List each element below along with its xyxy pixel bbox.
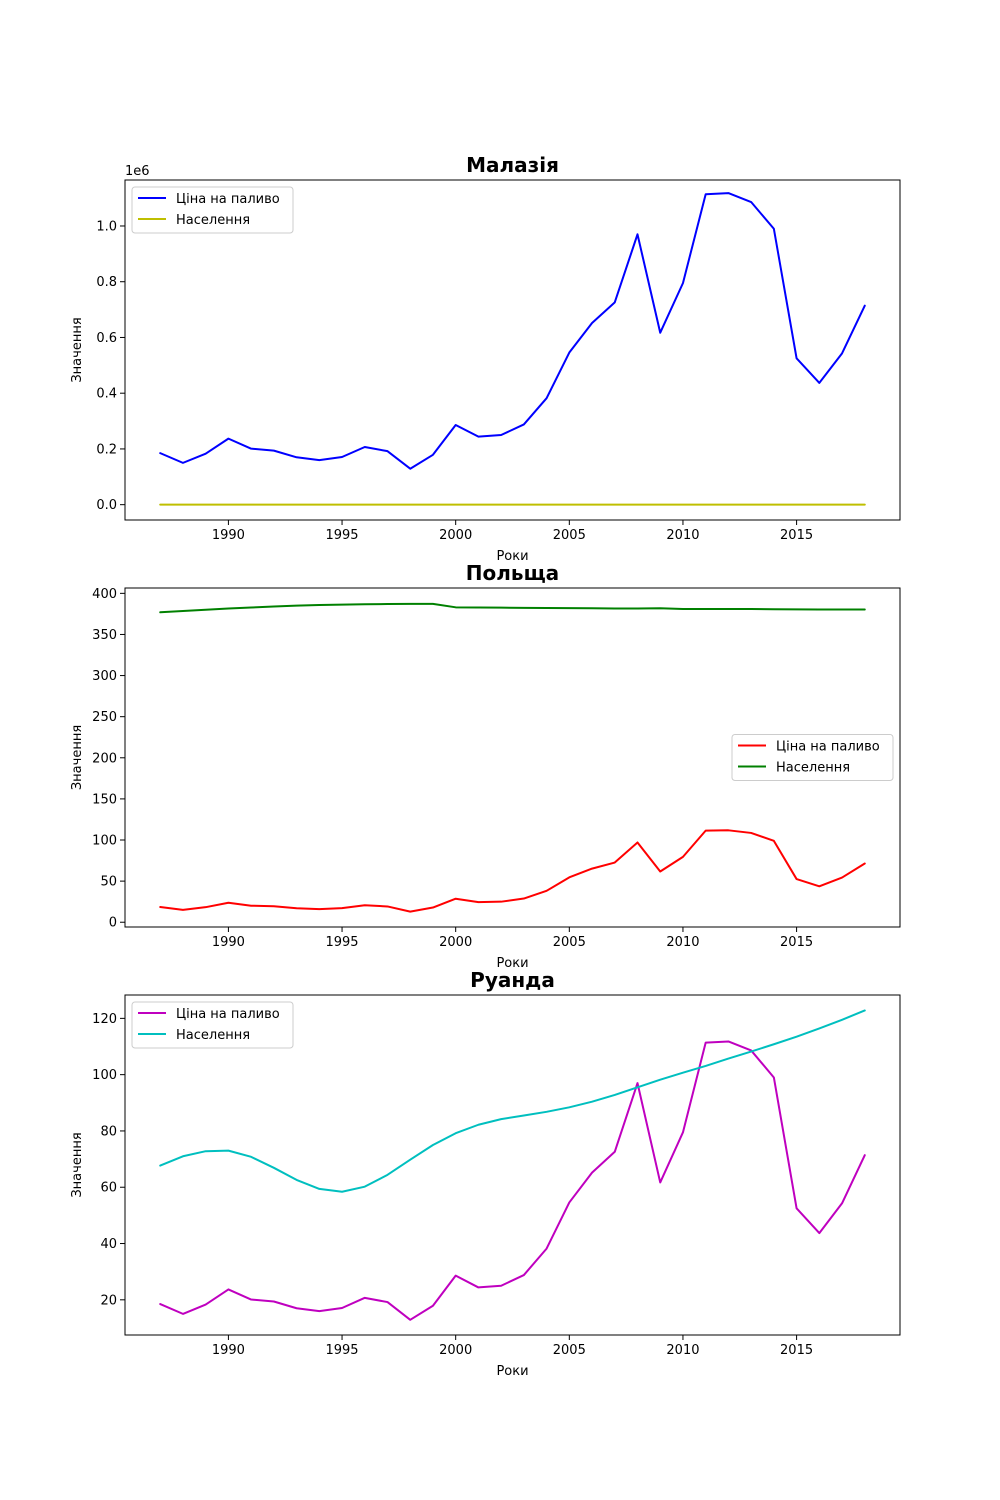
chart-2-x-tick-label-2005: 2005 (553, 935, 586, 950)
chart-2-y-tick-label-8: 350 (92, 628, 117, 643)
chart-3-y-tick-label-2: 40 (100, 1237, 117, 1252)
chart-1-x-axis-label: Роки (496, 549, 528, 564)
chart-3-x-axis-label: Роки (496, 1364, 528, 1379)
chart-3-title: Руанда (470, 968, 555, 992)
chart-1-y-tick-label-3: 0.4 (96, 387, 117, 402)
chart-1-y-tick-label-2: 0.2 (96, 442, 117, 457)
chart-2-x-tick-label-2015: 2015 (780, 935, 813, 950)
chart-2-y-tick-label-6: 250 (92, 710, 117, 725)
chart-3-x-tick-label-2005: 2005 (553, 1343, 586, 1358)
chart-1-legend-label-2: Населення (176, 213, 250, 228)
chart-2-series-line-1 (159, 829, 866, 913)
chart-2-y-tick-label-3: 100 (92, 834, 117, 849)
chart-2-x-tick-label-2000: 2000 (439, 935, 472, 950)
chart-3-x-tick-label-2015: 2015 (780, 1343, 813, 1358)
chart-2-x-axis-label: Роки (496, 956, 528, 971)
chart-2-legend-box (731, 734, 894, 781)
chart-3-y-tick-label-1: 20 (100, 1293, 117, 1308)
chart-panel-3: 1990 1995 2000 2005 2010 2015 20 40 60 80 100 120 Ру… (70, 968, 901, 1379)
chart-3-plot-frame (124, 994, 901, 1336)
chart-3-y-axis-label: Значення (70, 1132, 85, 1197)
chart-panel-1: 1990 1995 2000 2005 2010 2015 0.0 0.2 0.4 0.6 0.8 1… (70, 153, 901, 564)
chart-1-x-tick-label-1990: 1990 (212, 528, 245, 543)
chart-1-y-tick-label-5: 0.8 (96, 275, 117, 290)
chart-1-series-line-1 (159, 192, 866, 470)
chart-3-series-line-2 (159, 1009, 866, 1193)
chart-3-x-tick-label-2000: 2000 (439, 1343, 472, 1358)
chart-2-y-tick-label-9: 400 (92, 587, 117, 602)
chart-2-x-tick-label-2010: 2010 (666, 935, 699, 950)
chart-1-y-tick-label-4: 0.6 (96, 331, 117, 346)
chart-3-legend: Ціна на паливо Населення (131, 1001, 294, 1049)
chart-3-x-tick-label-2010: 2010 (666, 1343, 699, 1358)
chart-1-x-tick-label-2005: 2005 (553, 528, 586, 543)
chart-2-legend-label-2: Населення (776, 761, 850, 776)
chart-2-x-tick-label-1995: 1995 (325, 935, 358, 950)
chart-3-y-tick-label-6: 120 (92, 1012, 117, 1027)
chart-2-y-tick-label-1: 0 (109, 916, 117, 931)
chart-3-legend-label-1: Ціна на паливо (176, 1007, 280, 1022)
chart-1-y-offset-label: 1e6 (125, 164, 150, 179)
chart-2-y-tick-label-4: 150 (92, 792, 117, 807)
chart-2-y-axis-label: Значення (70, 725, 85, 790)
chart-1-plot-frame (124, 179, 901, 521)
chart-2-legend-label-1: Ціна на паливо (776, 740, 880, 755)
chart-1-title: Малазія (466, 153, 559, 177)
chart-1-legend-label-1: Ціна на паливо (176, 192, 280, 207)
chart-2-y-tick-label-2: 50 (100, 875, 117, 890)
chart-3-y-tick-label-5: 100 (92, 1068, 117, 1083)
chart-1-x-tick-label-2015: 2015 (780, 528, 813, 543)
chart-3-series-line-1 (159, 1040, 866, 1321)
chart-2-y-tick-label-7: 300 (92, 669, 117, 684)
chart-2-y-tick-label-5: 200 (92, 751, 117, 766)
chart-1-x-tick-label-2010: 2010 (666, 528, 699, 543)
chart-1-legend: Ціна на паливо Населення (131, 186, 294, 234)
chart-panel-2: 1990 1995 2000 2005 2010 2015 0 50 100 150 200 250 3… (70, 561, 901, 971)
chart-1-x-tick-label-2000: 2000 (439, 528, 472, 543)
chart-3-legend-label-2: Населення (176, 1028, 250, 1043)
chart-3-y-tick-label-4: 80 (100, 1124, 117, 1139)
chart-3-x-tick-label-1990: 1990 (212, 1343, 245, 1358)
chart-2-series-line-2 (159, 602, 866, 614)
chart-3-x-tick-label-1995: 1995 (325, 1343, 358, 1358)
chart-1-y-tick-label-6: 1.0 (96, 219, 117, 234)
chart-1-legend-box (131, 186, 294, 234)
chart-2-title: Польща (466, 561, 559, 585)
chart-1-x-tick-label-1995: 1995 (325, 528, 358, 543)
chart-1-y-axis-label: Значення (70, 317, 85, 382)
chart-3-legend-box (131, 1001, 294, 1049)
chart-3-y-tick-label-3: 60 (100, 1181, 117, 1196)
chart-2-legend: Ціна на паливо Населення (731, 734, 894, 781)
chart-1-y-tick-label-1: 0.0 (96, 498, 117, 513)
chart-2-x-tick-label-1990: 1990 (212, 935, 245, 950)
